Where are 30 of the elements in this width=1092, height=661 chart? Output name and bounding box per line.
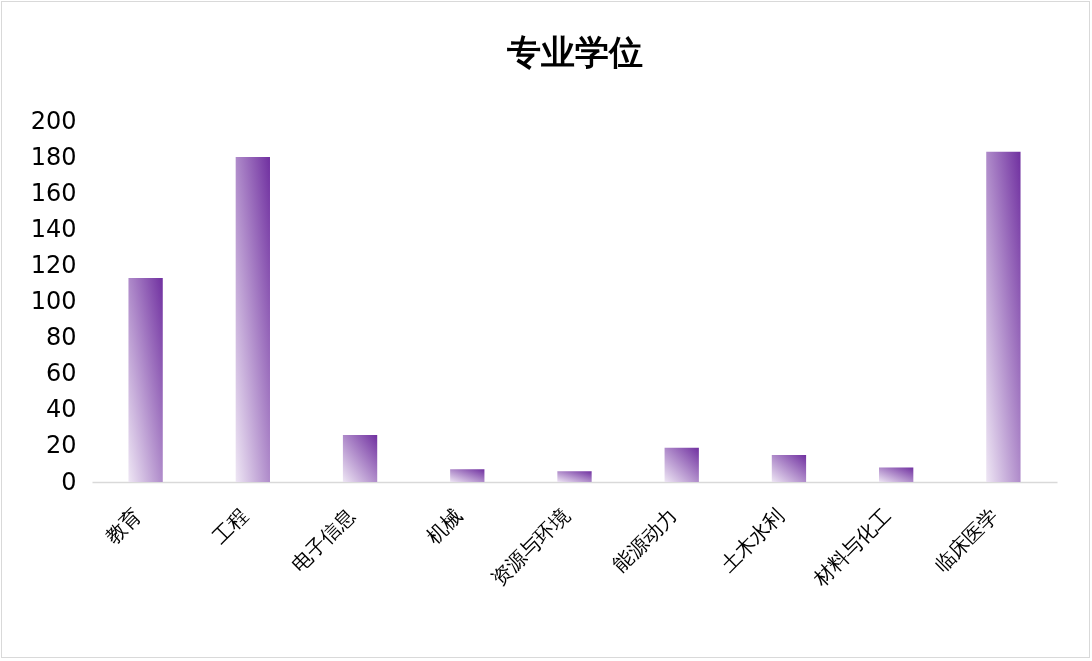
x-tick-label: 材料与化工 <box>807 503 896 592</box>
y-tick-label: 120 <box>30 250 77 279</box>
bar <box>450 469 485 482</box>
y-tick-label: 160 <box>30 178 77 207</box>
y-tick-label: 20 <box>45 431 77 460</box>
x-tick-label: 临床医学 <box>929 503 1004 577</box>
x-tick-label: 土木水利 <box>715 503 789 577</box>
x-tick-label: 资源与环境 <box>486 503 575 591</box>
x-tick-label: 电子信息 <box>286 503 360 577</box>
bar <box>771 454 807 482</box>
x-tick-label: 能源动力 <box>607 503 682 577</box>
y-tick-label: 100 <box>30 287 77 315</box>
y-tick-label: 180 <box>30 142 77 171</box>
bar <box>986 151 1021 482</box>
bar <box>879 467 914 482</box>
bar <box>557 471 592 482</box>
bar <box>128 278 163 482</box>
bar <box>664 447 699 482</box>
y-tick-label: 140 <box>30 214 77 243</box>
x-tick-label: 教育 <box>100 503 146 549</box>
y-tick-label: 60 <box>45 359 77 388</box>
bar <box>342 435 378 482</box>
x-tick-label: 工程 <box>207 503 253 549</box>
x-tick-label: 机械 <box>421 503 468 549</box>
y-tick-label: 80 <box>45 323 77 352</box>
bar <box>235 157 270 482</box>
y-tick-label: 200 <box>30 106 77 135</box>
chart-title: 专业学位 <box>505 32 643 72</box>
y-tick-label: 0 <box>61 467 77 496</box>
y-tick-label: 40 <box>45 395 77 424</box>
